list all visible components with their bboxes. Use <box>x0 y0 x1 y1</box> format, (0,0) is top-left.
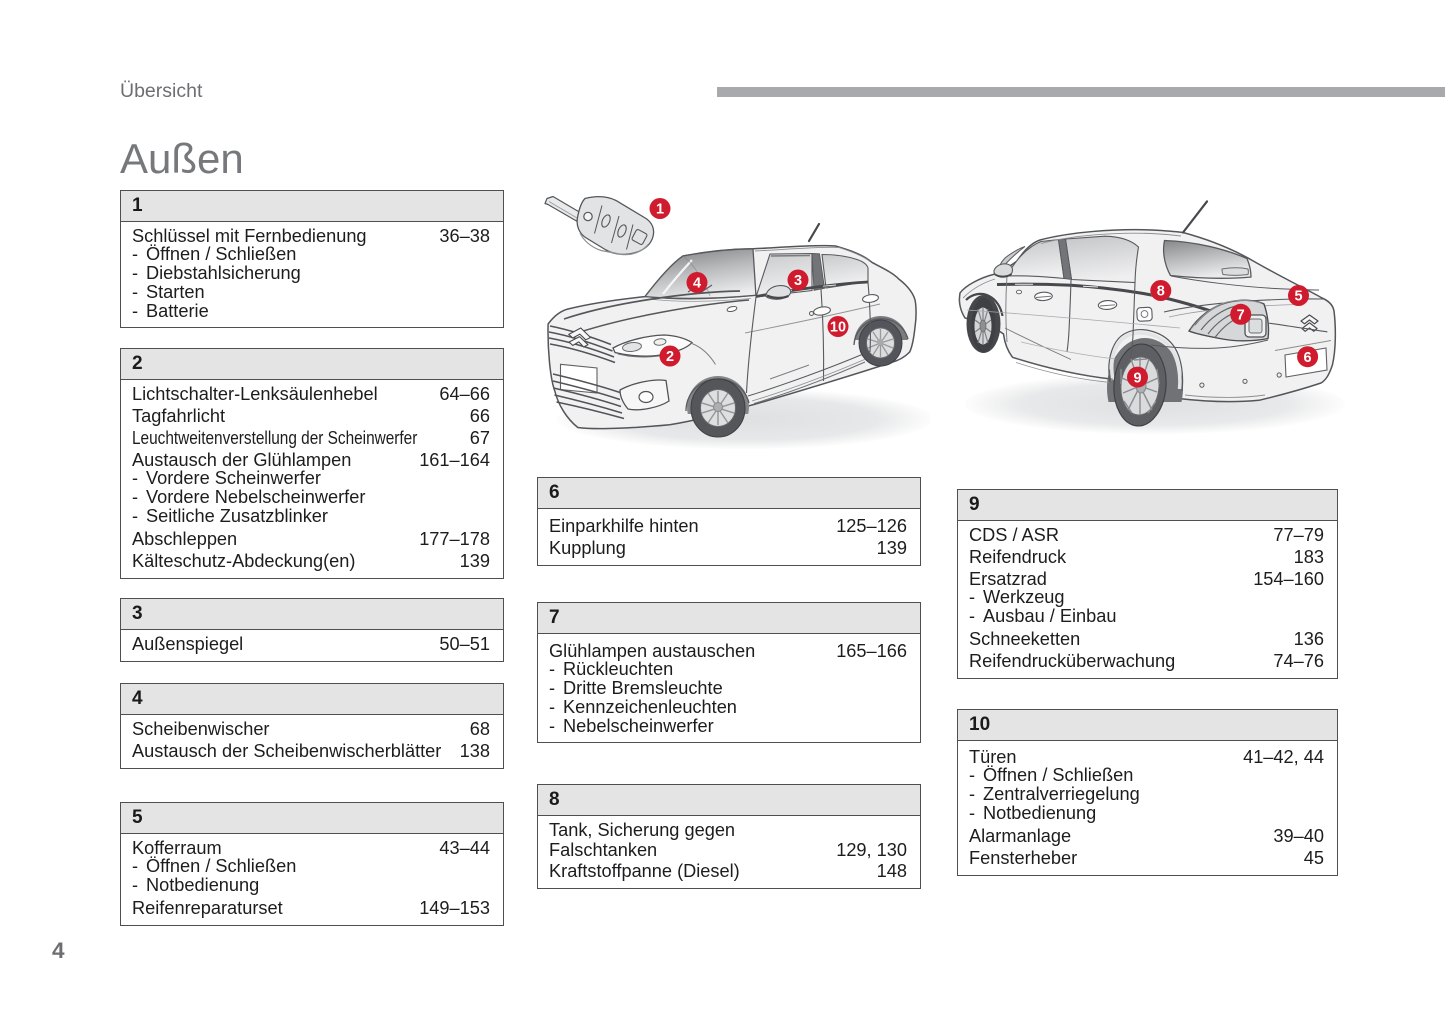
svg-text:7: 7 <box>1237 308 1245 324</box>
svg-text:5: 5 <box>1294 289 1302 305</box>
svg-text:1: 1 <box>656 202 664 218</box>
svg-text:6: 6 <box>1304 350 1312 366</box>
svg-text:10: 10 <box>830 320 846 336</box>
svg-text:3: 3 <box>794 273 802 289</box>
svg-text:9: 9 <box>1133 370 1141 386</box>
svg-text:2: 2 <box>666 349 674 365</box>
svg-text:4: 4 <box>693 276 701 292</box>
svg-text:8: 8 <box>1157 284 1165 300</box>
